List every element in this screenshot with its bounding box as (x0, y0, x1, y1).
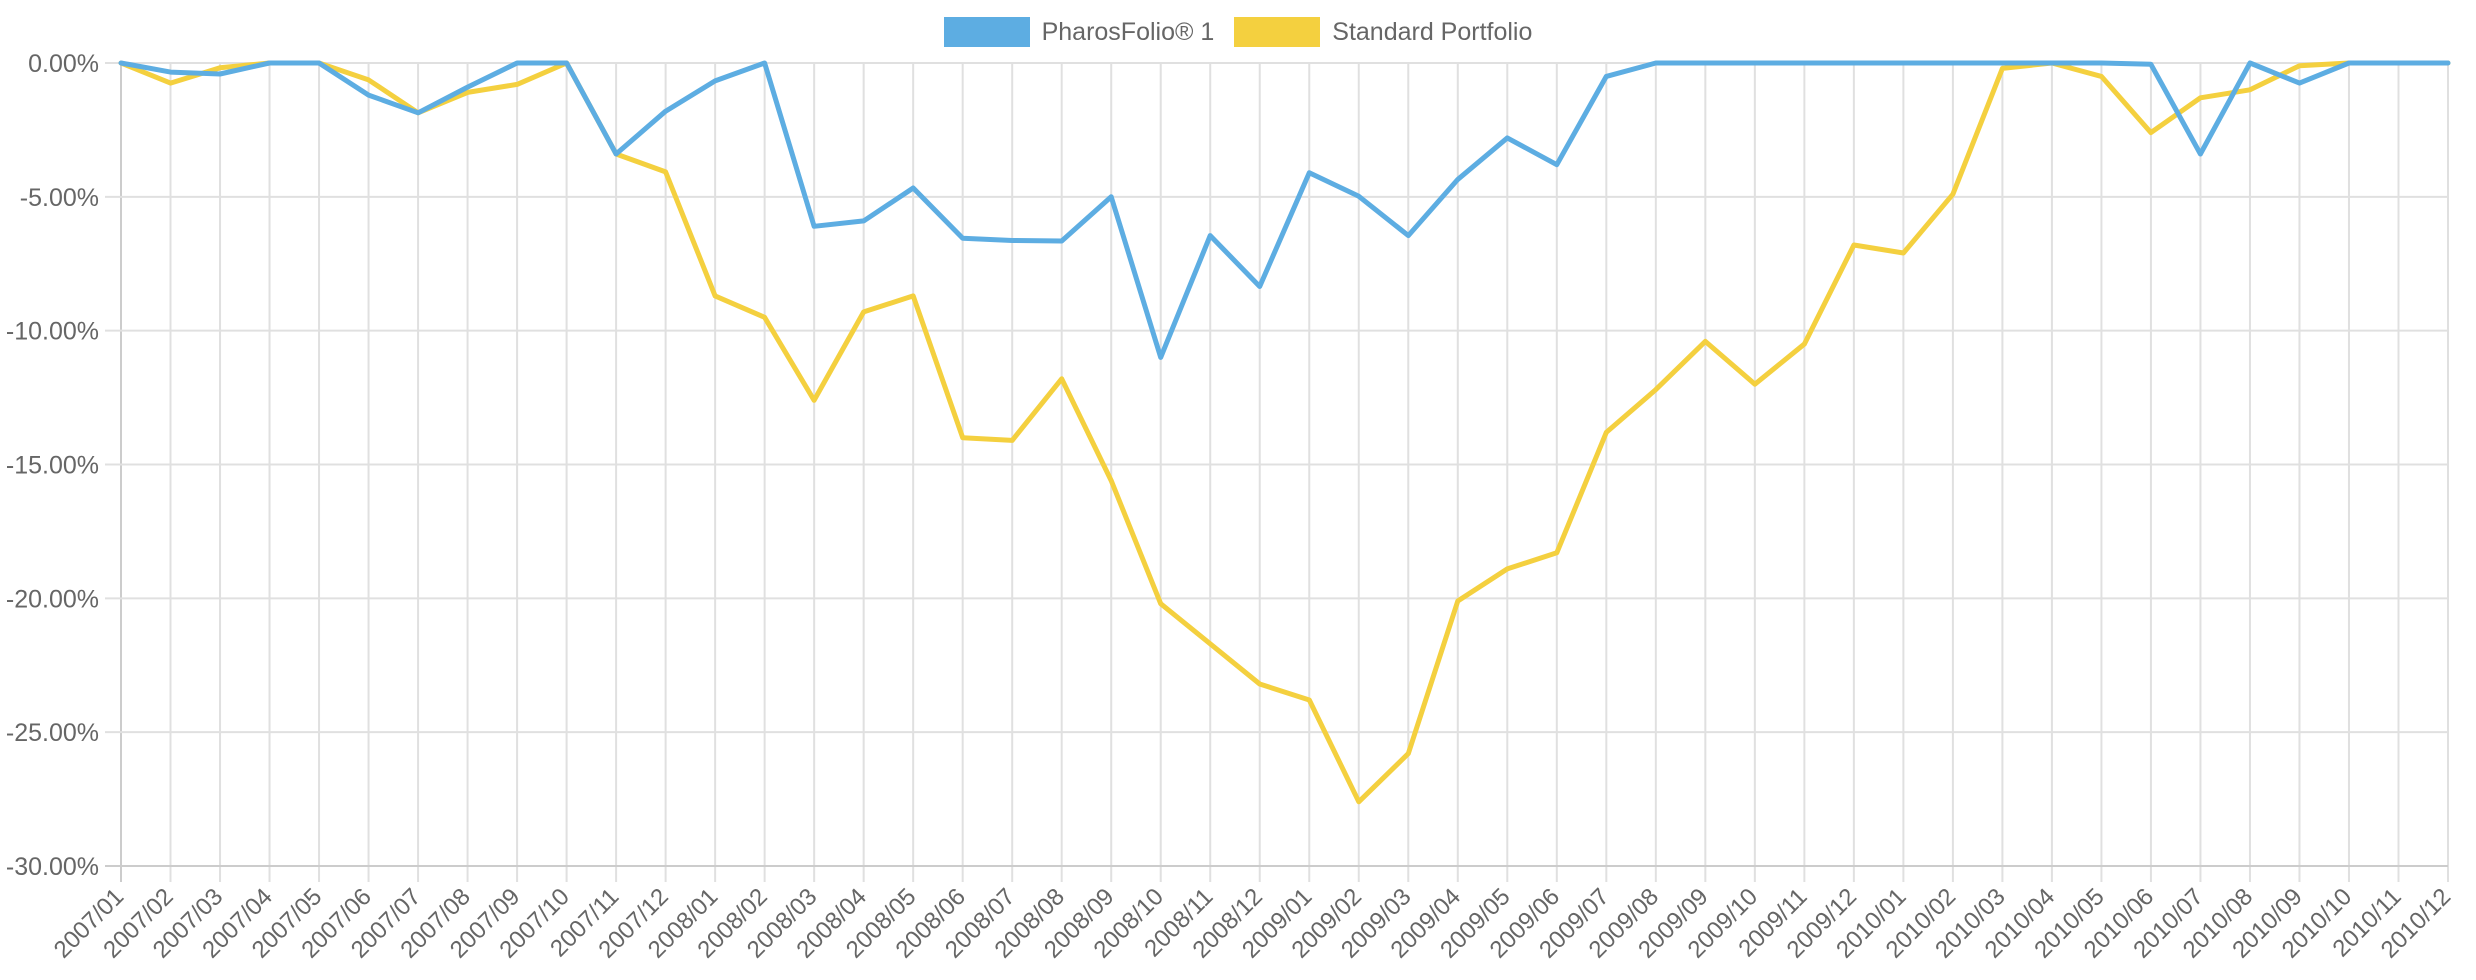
legend-label: Standard Portfolio (1332, 17, 1533, 46)
legend-swatch-yellow-icon (1234, 17, 1321, 47)
y-tick-label: -15.00% (6, 452, 99, 480)
legend-label: PharosFolio® 1 (1041, 17, 1215, 46)
chart-legend: PharosFolio® 1 Standard Portfolio (0, 17, 2476, 47)
y-tick-label: -25.00% (6, 719, 99, 747)
y-tick-label: -20.00% (6, 585, 99, 613)
series-line-pharosfolio[interactable] (118, 60, 2451, 360)
series-lines (118, 60, 2451, 805)
y-tick-label: -10.00% (6, 318, 99, 346)
legend-swatch-blue-icon (943, 17, 1030, 47)
legend-item-pharosfolio[interactable]: PharosFolio® 1 (943, 17, 1215, 47)
x-axis: 2007/012007/022007/032007/042007/052007/… (49, 883, 2456, 963)
series-line-standard-portfolio[interactable] (118, 60, 2451, 805)
legend-item-standard-portfolio[interactable]: Standard Portfolio (1234, 17, 1532, 47)
y-tick-label: -30.00% (6, 853, 99, 881)
gridlines (105, 62, 2449, 882)
y-tick-label: -5.00% (20, 184, 99, 212)
y-tick-label: 0.00% (28, 50, 99, 78)
y-axis: 0.00% -5.00% -10.00% -15.00% -20.00% -25.00% -… (6, 50, 99, 881)
